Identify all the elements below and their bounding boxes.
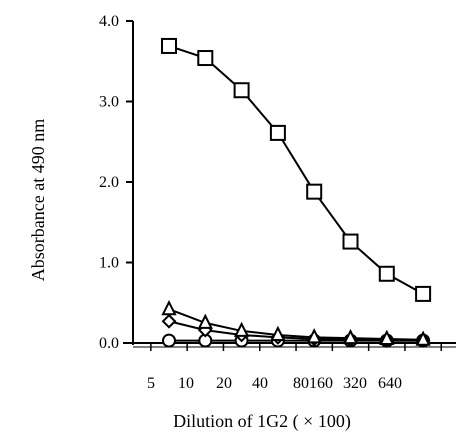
data-point-diamond <box>161 313 177 329</box>
y-tick-label: 2.0 <box>99 174 119 191</box>
data-point-square <box>233 82 250 99</box>
y-axis-title: Absorbance at 490 nm <box>28 119 48 281</box>
data-point-triangle <box>342 328 359 345</box>
data-point-triangle <box>233 321 250 337</box>
data-point-triangle <box>379 329 395 345</box>
series-triangle <box>161 299 431 346</box>
data-point-circle <box>162 333 176 348</box>
y-tick-label: 1.0 <box>99 255 119 272</box>
x-tick-label: 80160 <box>293 375 333 392</box>
data-point-triangle <box>270 325 286 341</box>
data-point-square <box>306 183 323 200</box>
data-point-square <box>415 285 432 302</box>
x-tick-label: 10 <box>178 375 194 392</box>
series-layer <box>161 37 432 348</box>
x-tick-label: 40 <box>252 375 268 392</box>
series-line-triangle <box>168 308 424 341</box>
data-point-triangle <box>415 330 431 346</box>
x-tick-label: 640 <box>378 375 402 392</box>
x-tick-label: 20 <box>216 375 232 392</box>
y-tick-label: 4.0 <box>99 13 119 30</box>
series-line-square <box>168 45 424 295</box>
data-point-triangle <box>306 328 322 344</box>
y-tick-label: 0.0 <box>99 335 119 352</box>
data-point-square <box>269 124 286 141</box>
data-point-square <box>378 265 395 282</box>
data-point-triangle <box>197 313 213 329</box>
series-square <box>161 37 432 302</box>
data-point-square <box>342 233 359 250</box>
x-axis-title: Dilution of 1G2 ( × 100) <box>173 411 351 432</box>
data-point-square <box>197 50 214 67</box>
data-point-triangle <box>161 299 177 316</box>
x-tick-label: 320 <box>343 375 367 392</box>
y-tick-label: 3.0 <box>99 94 119 111</box>
x-tick-label: 5 <box>147 375 155 392</box>
data-point-square <box>161 37 177 54</box>
axes: 0.0 1.0 2.0 3.0 4.0 5 10 20 40 80160 320 640 <box>99 13 456 392</box>
